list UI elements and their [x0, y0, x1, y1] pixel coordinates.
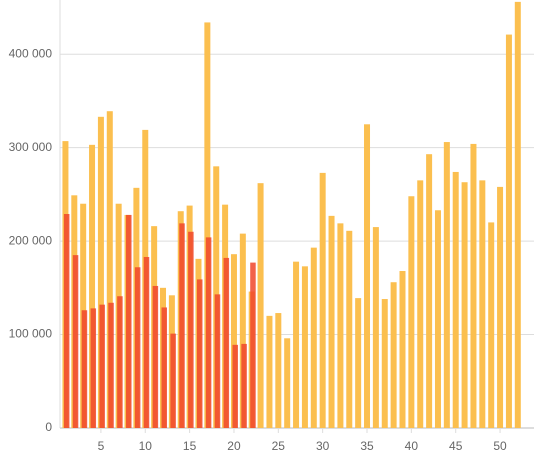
bar — [434, 210, 441, 428]
x-tick-label: 5 — [98, 439, 105, 453]
bar — [230, 254, 237, 428]
bar — [426, 154, 433, 428]
bar — [364, 124, 371, 428]
bar — [505, 34, 512, 429]
bar — [117, 296, 123, 428]
bar — [514, 1, 521, 429]
bar — [355, 298, 362, 428]
bar — [97, 116, 104, 428]
bar — [390, 282, 397, 428]
x-tick-label: 15 — [183, 439, 197, 453]
bar — [81, 310, 88, 428]
x-tick-label: 30 — [316, 439, 330, 453]
bar — [266, 315, 273, 428]
bar — [108, 302, 114, 428]
bar — [152, 285, 159, 428]
bar — [170, 333, 176, 428]
bar — [143, 256, 150, 428]
bar — [90, 308, 97, 428]
x-tick-label: 50 — [493, 439, 507, 453]
bar — [241, 343, 247, 428]
bar — [239, 233, 246, 428]
bar — [372, 227, 379, 428]
bar — [205, 237, 212, 428]
x-tick-label: 45 — [449, 439, 463, 453]
x-tick-label: 25 — [272, 439, 286, 453]
bar — [161, 307, 168, 428]
bar — [381, 299, 388, 428]
bar — [196, 279, 203, 428]
x-tick-label: 10 — [139, 439, 153, 453]
bar — [319, 172, 326, 428]
bar — [126, 214, 132, 428]
bar — [301, 266, 308, 428]
bar — [72, 255, 79, 428]
bar — [310, 247, 317, 428]
bar — [188, 231, 194, 428]
bar — [284, 338, 291, 428]
bar — [179, 223, 185, 428]
y-tick-label: 200 000 — [9, 233, 53, 247]
bar — [479, 180, 486, 428]
bar — [497, 186, 504, 428]
y-tick-label: 400 000 — [9, 46, 53, 60]
bar — [106, 111, 113, 429]
x-tick-label: 40 — [405, 439, 419, 453]
bar — [293, 261, 300, 428]
bar — [89, 144, 96, 428]
bar — [63, 214, 70, 428]
bar — [346, 230, 353, 428]
bar — [214, 294, 221, 428]
y-tick-label: 100 000 — [9, 327, 53, 341]
bar — [461, 182, 468, 428]
y-tick-label: 300 000 — [9, 140, 53, 154]
bar — [275, 313, 282, 428]
bar — [250, 262, 256, 428]
bar — [134, 267, 141, 428]
bar — [328, 215, 335, 428]
bar — [443, 142, 450, 428]
bar — [232, 344, 238, 428]
x-tick-label: 35 — [360, 439, 374, 453]
x-tick-label: 20 — [227, 439, 241, 453]
bar — [417, 180, 424, 428]
bar — [99, 304, 105, 428]
bar — [223, 257, 230, 428]
y-tick-label: 0 — [45, 420, 52, 434]
bar — [337, 223, 344, 428]
bar — [488, 222, 495, 428]
bar — [408, 196, 415, 428]
bar — [399, 271, 406, 428]
bar — [204, 22, 211, 428]
bar — [257, 183, 264, 428]
bar — [452, 171, 459, 428]
bar — [470, 143, 477, 428]
